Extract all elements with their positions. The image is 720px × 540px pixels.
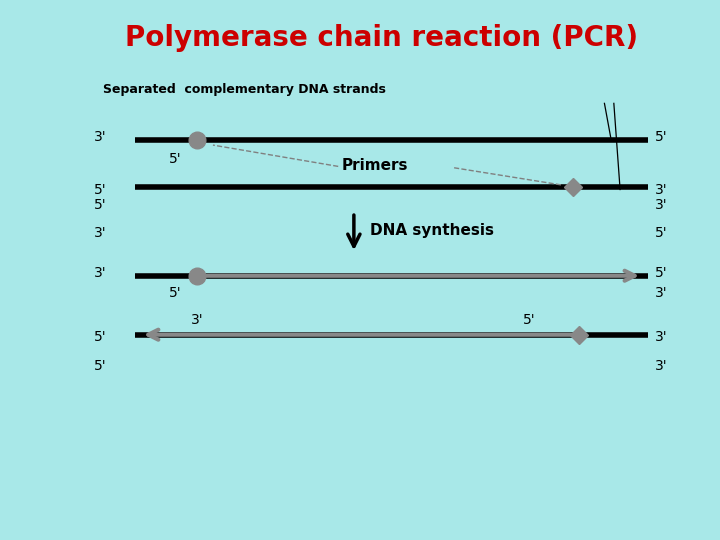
Text: 5': 5' [94,183,107,197]
Text: DNA synthesis: DNA synthesis [369,223,493,238]
Text: 5': 5' [654,226,667,240]
Text: 5': 5' [654,130,667,144]
Text: Primers: Primers [341,158,408,173]
Text: 5': 5' [523,313,536,327]
Text: Polymerase chain reaction (PCR): Polymerase chain reaction (PCR) [125,24,638,52]
Text: 3': 3' [654,286,667,300]
Text: 3': 3' [94,130,107,144]
Text: 5': 5' [94,360,107,374]
Text: 5': 5' [94,330,107,344]
Text: 5': 5' [169,152,181,166]
Text: 3': 3' [191,313,204,327]
Text: 3': 3' [654,198,667,212]
Text: 5': 5' [169,286,181,300]
Text: 3': 3' [654,330,667,344]
Text: 5': 5' [94,198,107,212]
Text: Separated  complementary DNA strands: Separated complementary DNA strands [104,83,386,96]
Text: 3': 3' [654,360,667,374]
Text: 3': 3' [94,226,107,240]
Text: 3': 3' [654,183,667,197]
Text: 5': 5' [654,266,667,280]
Text: 3': 3' [94,266,107,280]
